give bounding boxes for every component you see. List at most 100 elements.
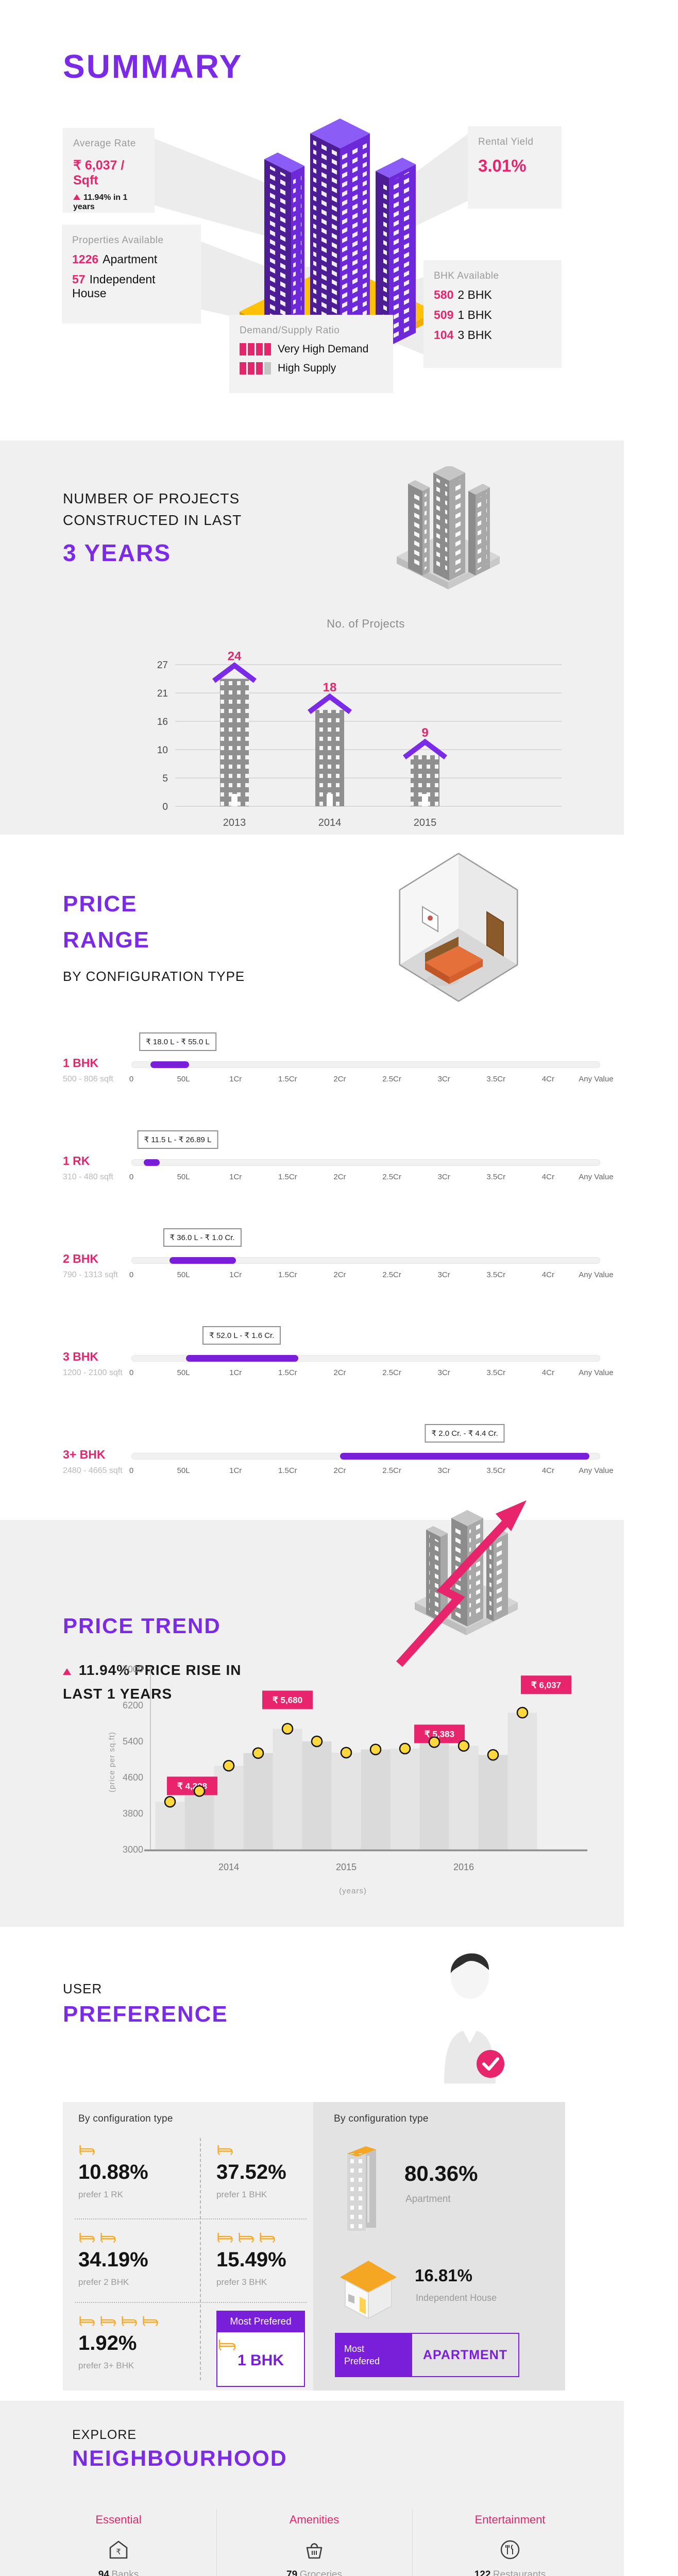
neighbourhood-header-essential: Essential: [95, 2513, 142, 2526]
price-slider-fill[interactable]: [169, 1257, 236, 1264]
bhk-available-card: BHK Available 580 2 BHK 509 1 BHK 104 3 BHK: [423, 260, 562, 368]
restaurant-icon: [453, 2537, 567, 2562]
slider-axis-tick: 1.5Cr: [278, 1270, 297, 1279]
slider-axis-tick: 2Cr: [333, 1075, 346, 1083]
slider-label-2-bhk: 2 BHK: [63, 1252, 99, 1265]
trend-area-column: [419, 1742, 449, 1850]
slider-axis-tick: 50L: [177, 1270, 190, 1279]
price-slider-fill[interactable]: [150, 1061, 189, 1068]
count-value: 580: [434, 288, 454, 301]
average-rate-label: Average Rate: [73, 138, 136, 149]
neighbourhood-item-groceries: 79 Groceries: [258, 2537, 371, 2576]
count-label: Apartment: [103, 252, 158, 266]
trend-data-point: [193, 1785, 206, 1797]
slider-axis-tick: 4Cr: [541, 1173, 554, 1181]
most-preferred-config-box: Most Prefered 1 BHK: [216, 2311, 305, 2387]
projects-y-tick: 16: [157, 717, 168, 727]
count-label: 3 BHK: [457, 328, 492, 342]
trend-x-tick: 2016: [453, 1862, 474, 1872]
slider-axis-tick: Any Value: [579, 1173, 614, 1181]
demand-supply-card: Demand/Supply Ratio Very High Demand High…: [229, 315, 393, 393]
slider-axis-tick: 0: [129, 1075, 134, 1083]
bed-icon: [79, 2316, 95, 2326]
slider-axis-tick: 4Cr: [541, 1368, 554, 1377]
price-slider-fill[interactable]: [340, 1453, 589, 1460]
count-value: 1226: [72, 252, 99, 266]
projects-y-tick: 0: [162, 802, 168, 812]
preference-label: prefer 3 BHK: [216, 2277, 267, 2287]
trend-value-label-box: [167, 1776, 217, 1795]
preference-label: prefer 1 BHK: [216, 2190, 267, 2199]
preference-pct: 34.19%: [78, 2248, 148, 2271]
projects-chart-title: No. of Projects: [327, 617, 405, 630]
preference-pct: 37.52%: [216, 2161, 286, 2183]
projects-y-tick: 10: [157, 745, 168, 756]
price-range-tooltip: ₹ 18.0 L - ₹ 55.0 L: [139, 1032, 216, 1051]
neighbourhood-count: 94: [98, 2569, 109, 2576]
bar-value-label: 24: [228, 650, 242, 664]
trend-y-tick: 3000: [123, 1844, 143, 1855]
bar-x-label: 2015: [414, 817, 437, 828]
ratio-bar-segment: [256, 343, 263, 355]
trend-data-point: [399, 1742, 411, 1755]
trend-area-column: [184, 1791, 214, 1850]
preference-label: prefer 3+ BHK: [78, 2361, 134, 2370]
slider-axis-tick: 1.5Cr: [278, 1368, 297, 1377]
slider-sqft-range: 1200 - 2100 sqft: [63, 1368, 123, 1377]
bank-icon: ₹: [62, 2537, 175, 2562]
neighbourhood-item-banks: ₹94 Banks: [62, 2537, 175, 2576]
price-trend-heading: PRICE TREND: [63, 1614, 221, 1638]
trend-area-column: [361, 1749, 391, 1850]
slider-axis-tick: 2.5Cr: [382, 1270, 401, 1279]
preference-row-divider-2: [75, 2302, 307, 2303]
ratio-bar-segment: [240, 343, 246, 355]
preference-pct: 15.49%: [216, 2248, 286, 2271]
bhk-available-list: 580 2 BHK 509 1 BHK 104 3 BHK: [434, 288, 551, 342]
trend-area-column: [507, 1713, 537, 1850]
slider-sqft-range: 310 - 480 sqft: [63, 1173, 113, 1181]
bar-value-label: 9: [421, 726, 428, 740]
price-slider-track[interactable]: [131, 1061, 600, 1068]
trend-value-label-box: [262, 1690, 313, 1709]
trend-y-tick: 4600: [123, 1772, 143, 1783]
trend-value-label: ₹ 6,037: [531, 1680, 561, 1690]
slider-axis-tick: 2Cr: [333, 1173, 346, 1181]
most-preferred-header: Most Prefered: [217, 2312, 304, 2332]
slider-axis-tick: 2.5Cr: [382, 1368, 401, 1377]
bed-icon: [143, 2316, 158, 2326]
slider-axis-tick: 1Cr: [229, 1075, 242, 1083]
preference-row-divider-1: [75, 2218, 307, 2219]
apartment-icon: [347, 2146, 376, 2231]
slider-axis-tick: 50L: [177, 1173, 190, 1181]
price-slider-track[interactable]: [131, 1257, 600, 1264]
bhk-count-row: 509 1 BHK: [434, 308, 551, 322]
count-value: 57: [72, 273, 86, 286]
price-range-tooltip: ₹ 11.5 L - ₹ 26.89 L: [137, 1130, 218, 1149]
price-slider-fill[interactable]: [185, 1355, 298, 1362]
price-slider-track[interactable]: [131, 1159, 600, 1166]
neighbourhood-item-restaurants: 122 Restaurants: [453, 2537, 567, 2576]
trend-data-point: [428, 1736, 440, 1748]
property-panel-header: By configuration type: [334, 2113, 429, 2124]
slider-axis-tick: 50L: [177, 1466, 190, 1475]
trend-area-column: [214, 1766, 244, 1850]
trend-area-column: [155, 1802, 185, 1850]
price-slider-track[interactable]: [131, 1355, 600, 1362]
price-slider-fill[interactable]: [144, 1159, 160, 1166]
config-panel-header: By configuration type: [78, 2113, 173, 2124]
slider-axis-tick: 2Cr: [333, 1466, 346, 1475]
neighbourhood-header-amenities: Amenities: [289, 2513, 340, 2526]
user-preference-heading2: PREFERENCE: [63, 2002, 228, 2027]
bhk-count-row: 580 2 BHK: [434, 288, 551, 302]
ratio-bar-segment: [248, 362, 255, 375]
slider-axis-tick: 3Cr: [437, 1075, 450, 1083]
slider-axis-tick: 1Cr: [229, 1368, 242, 1377]
slider-axis-tick: 3.5Cr: [486, 1270, 506, 1279]
trend-y-tick: 6200: [123, 1700, 143, 1710]
rental-yield-label: Rental Yield: [478, 137, 534, 147]
price-slider-track[interactable]: [131, 1453, 600, 1460]
demand-supply-list: Very High Demand High Supply: [240, 343, 383, 375]
bar-x-label: 2013: [223, 817, 246, 828]
slider-label-3-bhk: 3 BHK: [63, 1350, 99, 1363]
